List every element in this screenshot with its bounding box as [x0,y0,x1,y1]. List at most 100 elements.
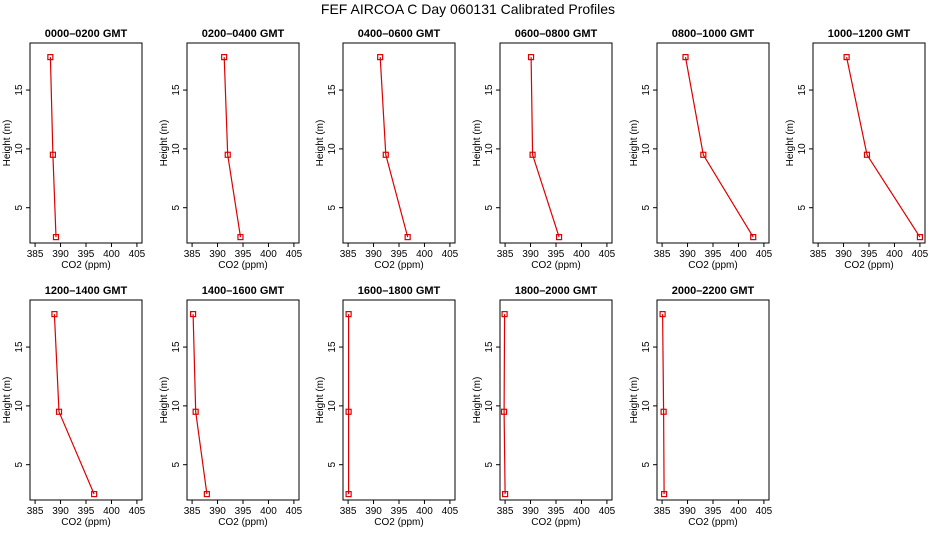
series-line [49,57,57,238]
data-point [55,408,63,415]
data-point [661,491,668,498]
x-tick-label: 405 [756,249,773,260]
data-point [47,54,54,61]
chart-panel: 2000–2200 GMT 385 390 395 400 405 5 10 15 CO2 (pp… [629,285,773,528]
chart-panel: 1600–1800 GMT 385 390 395 400 405 5 10 15 CO2 (pp… [315,285,459,528]
y-axis-label: Height (m) [2,377,13,424]
x-tick-label: 405 [912,249,929,260]
x-tick-label: 400 [886,249,903,260]
panel-title: 2000–2200 GMT [672,285,755,297]
x-tick-label: 400 [416,506,433,517]
y-axis-label: Height (m) [159,377,170,424]
data-point [501,311,508,318]
chart-panel: 1800–2000 GMT 385 390 395 400 405 5 10 15 CO2 (pp… [472,285,616,528]
y-tick-label: 15 [327,84,338,96]
x-tick-label: 405 [599,506,616,517]
data-point [377,54,384,61]
x-tick-label: 395 [78,506,95,517]
x-tick-label: 400 [103,506,120,517]
y-tick-label: 5 [641,461,652,467]
y-tick-label: 10 [641,143,652,155]
x-tick-label: 385 [27,249,44,260]
panel-title: 0400–0600 GMT [358,28,441,40]
data-point [501,491,509,498]
y-tick-label: 10 [327,143,338,155]
data-point [52,234,60,241]
x-tick-label: 390 [365,506,382,517]
series-line [846,56,921,238]
y-tick-label: 5 [14,204,25,210]
panel-title: 1200–1400 GMT [45,285,128,297]
y-tick-label: 10 [797,143,808,155]
y-tick-label: 15 [171,341,182,353]
y-tick-label: 10 [484,400,495,412]
x-tick-label: 400 [416,249,433,260]
x-tick-label: 405 [756,506,773,517]
x-tick-label: 400 [730,506,747,517]
x-tick-label: 395 [235,249,252,260]
y-axis-label: Height (m) [315,120,326,167]
x-tick-label: 400 [573,249,590,260]
series-line [379,57,409,238]
x-tick-label: 400 [260,506,277,517]
x-tick-label: 390 [365,249,382,260]
x-tick-label: 385 [340,249,357,260]
x-tick-label: 385 [497,506,514,517]
data-point [51,311,58,318]
data-point [49,151,57,158]
x-axis-label: CO2 (ppm) [374,517,423,528]
x-tick-label: 395 [705,249,722,260]
y-tick-label: 15 [641,341,652,353]
panel-title: 0600–0800 GMT [515,28,598,40]
x-tick-label: 395 [391,249,408,260]
x-axis-label: CO2 (ppm) [844,260,893,271]
data-point [700,151,707,158]
data-point [527,54,535,61]
plot-frame [29,42,143,244]
chart-panel: 0000–0200 GMT 385 390 395 400 405 5 10 15 CO2 (pp… [2,28,146,271]
x-axis-label: CO2 (ppm) [688,260,737,271]
x-tick-label: 390 [522,506,539,517]
chart-panel: 0600–0800 GMT 385 390 395 400 405 5 10 15 CO2 (pp… [472,28,616,271]
x-tick-label: 405 [599,249,616,260]
data-point [404,234,411,241]
x-tick-label: 395 [235,506,252,517]
series-line [53,314,95,495]
data-point [843,54,850,61]
y-tick-label: 5 [327,204,338,210]
series-line [192,314,208,495]
data-point [192,408,199,415]
plot-frame [656,42,770,244]
x-tick-label: 390 [52,506,69,517]
plot-frame [812,42,926,244]
x-tick-label: 405 [129,249,146,260]
x-axis-label: CO2 (ppm) [531,260,580,271]
y-tick-label: 10 [14,143,25,155]
x-tick-label: 390 [209,506,226,517]
y-axis-label: Height (m) [629,120,640,167]
y-tick-label: 10 [171,143,182,155]
data-point [237,234,244,241]
y-tick-label: 15 [797,84,808,96]
x-axis-label: CO2 (ppm) [61,517,110,528]
x-axis-label: CO2 (ppm) [374,260,423,271]
data-point [382,151,389,158]
x-tick-label: 405 [286,249,303,260]
chart-panel: 1000–1200 GMT 385 390 395 400 405 5 10 15 CO2 (pp… [785,28,929,271]
y-tick-label: 10 [641,400,652,412]
x-tick-label: 385 [497,249,514,260]
x-tick-label: 405 [442,249,459,260]
panel-title: 1600–1800 GMT [358,285,441,297]
y-tick-label: 15 [14,341,25,353]
x-tick-label: 395 [391,506,408,517]
y-tick-label: 15 [641,84,652,96]
plot-frame [656,299,770,501]
x-tick-label: 390 [52,249,69,260]
x-tick-label: 385 [654,249,671,260]
x-tick-label: 395 [705,506,722,517]
y-tick-label: 5 [171,461,182,467]
x-tick-label: 395 [861,249,878,260]
series-line [503,314,506,495]
x-tick-label: 390 [835,249,852,260]
panel-title: 1400–1600 GMT [202,285,285,297]
